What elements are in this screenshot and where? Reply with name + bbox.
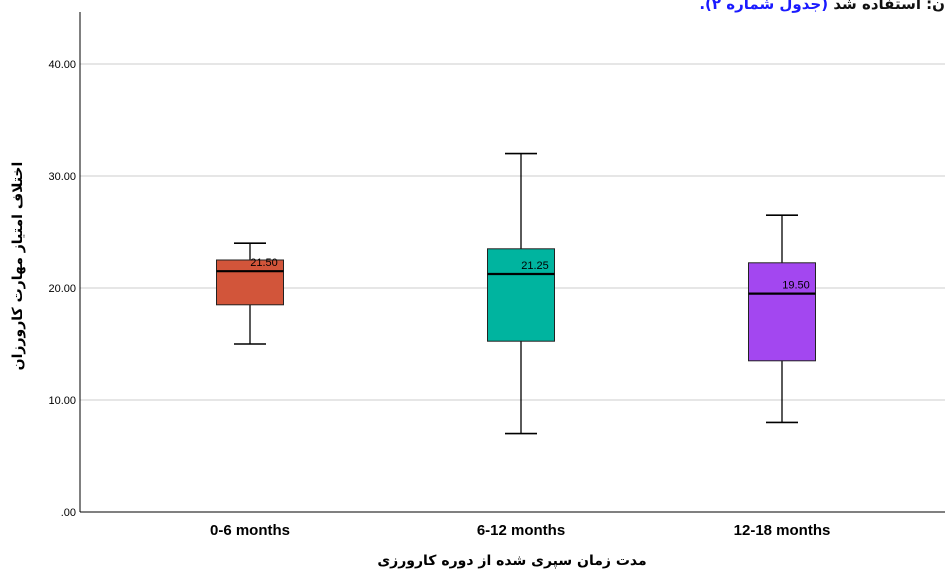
boxes: 21.50 21.25 19.50 <box>216 152 816 435</box>
top-text-snippet: ن: استفاده شد (جدول شماره ۲). <box>699 0 945 13</box>
top-text-prefix: ن: استفاده شد <box>833 0 945 13</box>
iqr-box <box>216 259 284 306</box>
y-tick-label: .00 <box>61 507 76 519</box>
x-tick-labels: 0-6 months 6-12 months 12-18 months <box>210 522 830 539</box>
x-tick-label: 6-12 months <box>477 522 565 539</box>
y-tick-labels: .00 10.00 20.00 30.00 40.00 <box>48 59 76 519</box>
y-axis-label: اختلاف امتیاز مهارت کارورزان <box>10 161 26 371</box>
x-axis-label: مدت زمان سپری شده از دوره کارورزی <box>377 553 647 569</box>
x-tick-label: 0-6 months <box>210 522 290 539</box>
box-group: 21.50 <box>216 242 284 345</box>
axes <box>79 12 945 513</box>
median-label: 19.50 <box>782 280 810 292</box>
median-label: 21.50 <box>250 257 278 269</box>
iqr-box <box>748 262 816 362</box>
x-tick-label: 12-18 months <box>734 522 831 539</box>
y-tick-label: 30.00 <box>48 171 76 183</box>
y-tick-label: 20.00 <box>48 283 76 295</box>
table-reference-link[interactable]: (جدول شماره ۲). <box>699 0 829 13</box>
y-tick-label: 10.00 <box>48 395 76 407</box>
box-group: 21.25 <box>487 152 555 435</box>
box-group: 19.50 <box>748 214 816 424</box>
y-tick-label: 40.00 <box>48 59 76 71</box>
median-label: 21.25 <box>521 260 549 272</box>
iqr-box <box>487 248 555 342</box>
